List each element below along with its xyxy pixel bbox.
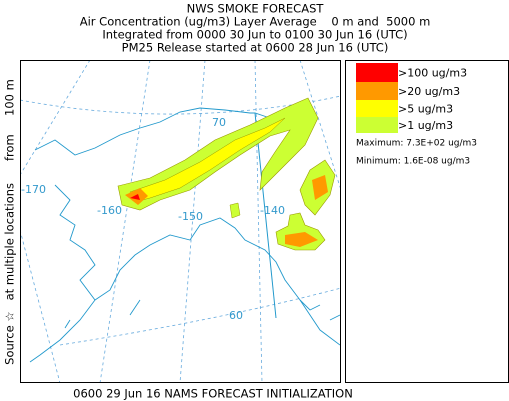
map-label: -160 — [97, 204, 122, 217]
border — [254, 112, 277, 319]
map-label: 70 — [212, 116, 226, 129]
graticule — [21, 95, 340, 115]
graticule — [99, 61, 151, 382]
maximum: Maximum: 7.3E+02 ug/m3 — [356, 139, 477, 149]
legend-label: >5 ug/m3 — [398, 103, 453, 116]
coastline — [29, 299, 141, 363]
graticule — [59, 287, 340, 346]
legend-swatch — [356, 63, 398, 82]
plume — [130, 194, 140, 200]
footer: 0600 29 Jun 16 NAMS FORECAST INITIALIZAT… — [73, 387, 353, 401]
minimum: Minimum: 1.6E-08 ug/m3 — [356, 157, 470, 167]
plume — [129, 117, 286, 203]
plume — [312, 175, 328, 200]
legend-swatch — [356, 82, 398, 100]
coastline — [299, 299, 340, 321]
subtitle: PM25 Release started at 0600 28 Jun 16 (… — [122, 41, 389, 55]
map: 70 60 -170 -160 -150 -140 — [20, 60, 341, 383]
graticule — [21, 61, 90, 175]
title: NWS SMOKE FORECAST — [187, 2, 325, 16]
map-label: 60 — [229, 309, 243, 322]
legend-label: >1 ug/m3 — [398, 119, 453, 132]
side-label: Source ☆ at multiple locations from 100 … — [3, 79, 17, 365]
graticule — [21, 232, 61, 382]
legend-label: >20 ug/m3 — [398, 85, 460, 98]
subtitle: Air Concentration (ug/m3) Layer Average … — [80, 15, 431, 29]
map-label: -150 — [178, 210, 203, 223]
subtitle: Integrated from 0000 30 Jun to 0100 30 J… — [102, 28, 407, 42]
legend-swatch — [356, 117, 398, 133]
legend-swatch — [356, 100, 398, 117]
coastline — [34, 107, 340, 346]
plume — [229, 202, 241, 219]
map-label: -170 — [21, 183, 46, 196]
map-label: -140 — [260, 204, 285, 217]
graticule — [299, 61, 340, 189]
legend-label: >100 ug/m3 — [398, 67, 467, 80]
plume — [285, 232, 318, 247]
